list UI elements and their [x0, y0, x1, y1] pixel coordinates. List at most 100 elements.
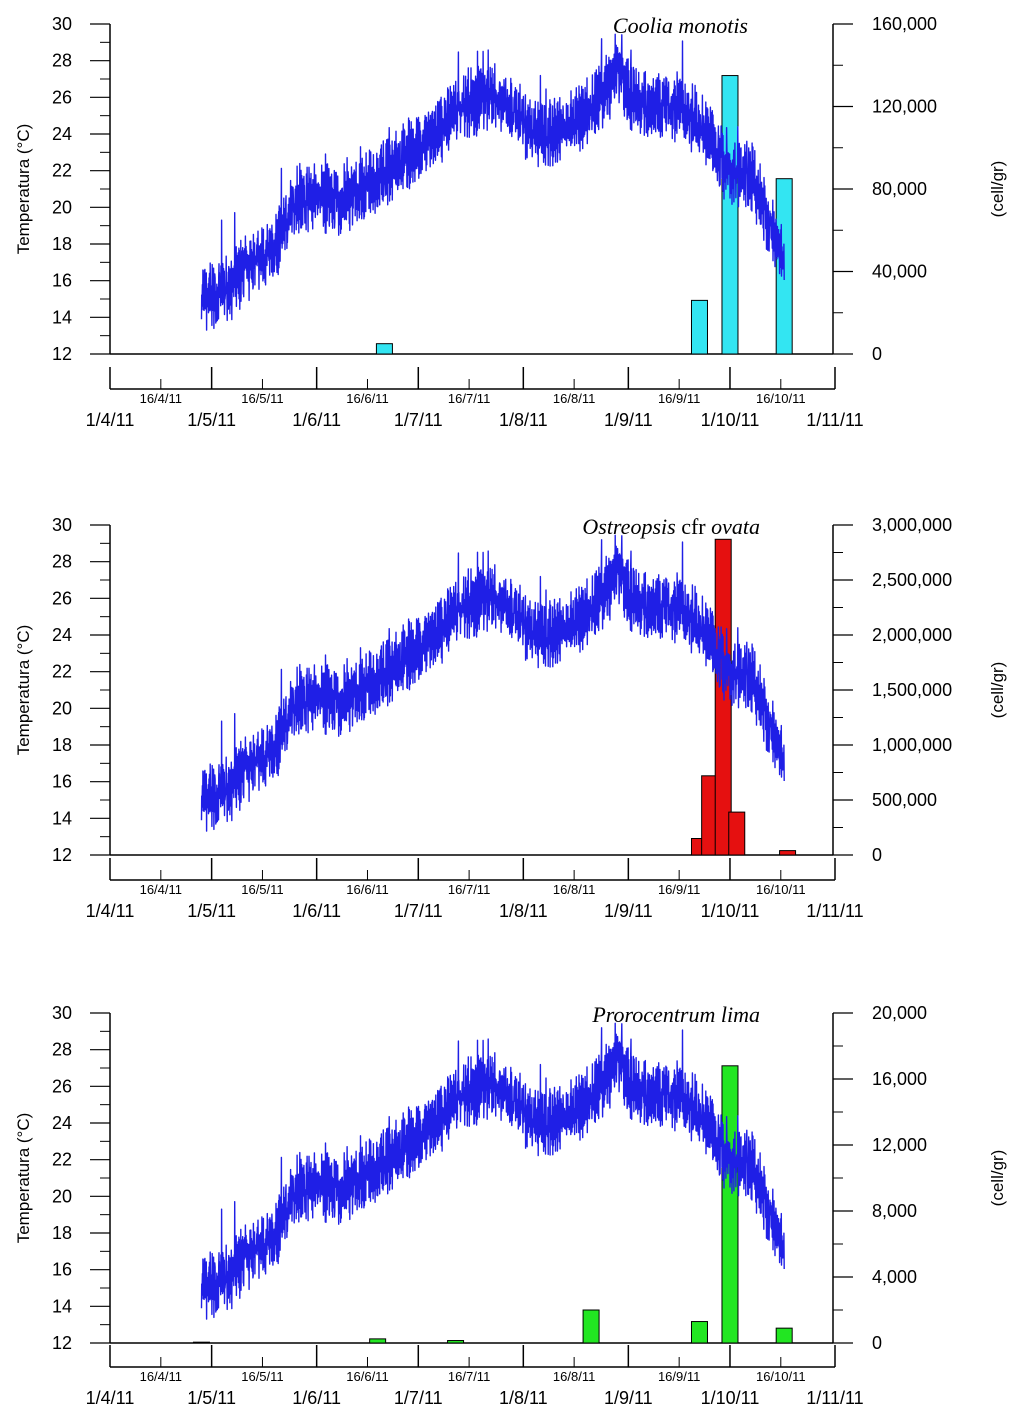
- cell-count-bar: [369, 1338, 387, 1344]
- date-major-label: 1/4/11: [86, 901, 135, 921]
- right-tick-label: 20,000: [872, 1003, 927, 1023]
- right-axis-title: (cell/gr): [988, 1150, 1007, 1207]
- left-tick-label: 26: [52, 588, 72, 608]
- left-tick-label: 12: [52, 344, 72, 364]
- date-major-label: 1/11/11: [806, 1388, 863, 1408]
- species-title-part: Prorocentrum lima: [591, 1002, 760, 1027]
- right-tick-label: 0: [872, 845, 882, 865]
- left-tick-label: 22: [52, 161, 72, 181]
- chart-panel-1: 12 14 16 18 20 22 24 26 28 30 Temperatura (°C) 0 40,…: [14, 13, 1007, 430]
- left-tick-label: 30: [52, 14, 72, 34]
- right-tick-label: 500,000: [872, 790, 937, 810]
- date-major-label: 1/9/11: [604, 901, 653, 921]
- date-minor-label: 16/10/11: [756, 882, 806, 897]
- left-tick-label: 24: [52, 1113, 72, 1133]
- right-tick-label: 4,000: [872, 1267, 917, 1287]
- date-minor-label: 16/10/11: [756, 391, 806, 406]
- species-title: Prorocentrum lima: [591, 1002, 760, 1027]
- temperature-line: [200, 534, 785, 832]
- right-tick-label: 1,500,000: [872, 680, 952, 700]
- left-tick-label: 20: [52, 698, 72, 718]
- date-minor-label: 16/8/11: [553, 882, 595, 897]
- temperature-line: [200, 1022, 785, 1320]
- cell-count-bar: [714, 538, 732, 856]
- date-major-label: 1/6/11: [292, 901, 341, 921]
- left-tick-label: 12: [52, 1333, 72, 1353]
- left-tick-label: 16: [52, 772, 72, 792]
- right-tick-label: 40,000: [872, 262, 927, 282]
- left-tick-label: 28: [52, 1040, 72, 1060]
- cell-count-bar: [690, 299, 708, 355]
- date-minor-label: 16/7/11: [448, 391, 490, 406]
- date-minor-label: 16/5/11: [241, 391, 283, 406]
- right-tick-label: 2,000,000: [872, 625, 952, 645]
- left-tick-label: 18: [52, 234, 72, 254]
- cell-count-bar: [690, 1321, 708, 1344]
- date-major-label: 1/11/11: [806, 410, 863, 430]
- date-major-label: 1/9/11: [604, 1388, 653, 1408]
- left-axis-title: Temperatura (°C): [14, 124, 33, 255]
- left-tick-label: 22: [52, 1150, 72, 1170]
- date-minor-label: 16/6/11: [346, 882, 388, 897]
- date-minor-label: 16/8/11: [553, 391, 595, 406]
- right-tick-label: 1,000,000: [872, 735, 952, 755]
- right-tick-label: 0: [872, 344, 882, 364]
- left-tick-label: 18: [52, 1223, 72, 1243]
- date-major-label: 1/5/11: [187, 1388, 236, 1408]
- date-minor-label: 16/8/11: [553, 1369, 595, 1384]
- right-tick-label: 160,000: [872, 14, 937, 34]
- right-tick-label: 8,000: [872, 1201, 917, 1221]
- date-minor-label: 16/9/11: [658, 1369, 700, 1384]
- cell-count-bar: [779, 850, 797, 856]
- date-minor-label: 16/7/11: [448, 882, 490, 897]
- date-major-label: 1/4/11: [86, 410, 135, 430]
- species-title-part: Coolia monotis: [613, 13, 748, 38]
- left-tick-label: 20: [52, 1186, 72, 1206]
- cell-count-bar: [728, 811, 746, 856]
- right-tick-label: 16,000: [872, 1069, 927, 1089]
- cell-count-bar: [721, 1065, 739, 1344]
- date-minor-label: 16/6/11: [346, 391, 388, 406]
- left-axis-title: Temperatura (°C): [14, 625, 33, 756]
- date-major-label: 1/9/11: [604, 410, 653, 430]
- date-minor-label: 16/4/11: [140, 882, 182, 897]
- date-minor-label: 16/6/11: [346, 1369, 388, 1384]
- chart-panel-3: 12 14 16 18 20 22 24 26 28 30 Temperatura (°C) 0 4,0…: [14, 1002, 1007, 1408]
- chart-panel-2: 12 14 16 18 20 22 24 26 28 30 Temperatura (°C) 0 500…: [14, 514, 1007, 921]
- right-tick-label: 12,000: [872, 1135, 927, 1155]
- date-major-label: 1/8/11: [499, 901, 548, 921]
- date-minor-label: 16/10/11: [756, 1369, 806, 1384]
- date-major-label: 1/8/11: [499, 410, 548, 430]
- left-tick-label: 24: [52, 625, 72, 645]
- cell-count-bar: [775, 1327, 793, 1344]
- date-minor-label: 16/4/11: [140, 391, 182, 406]
- right-axis-title: (cell/gr): [988, 662, 1007, 719]
- date-major-label: 1/5/11: [187, 901, 236, 921]
- date-major-label: 1/10/11: [701, 901, 760, 921]
- left-tick-label: 24: [52, 124, 72, 144]
- right-tick-label: 2,500,000: [872, 570, 952, 590]
- left-tick-label: 30: [52, 515, 72, 535]
- left-tick-label: 26: [52, 1076, 72, 1096]
- date-major-label: 1/10/11: [701, 1388, 760, 1408]
- date-major-label: 1/6/11: [292, 410, 341, 430]
- left-tick-label: 28: [52, 552, 72, 572]
- species-title-part: Ostreopsis: [582, 514, 675, 539]
- date-major-label: 1/4/11: [86, 1388, 135, 1408]
- cell-count-bar: [192, 1341, 210, 1344]
- right-tick-label: 120,000: [872, 97, 937, 117]
- date-minor-label: 16/5/11: [241, 1369, 283, 1384]
- left-tick-label: 30: [52, 1003, 72, 1023]
- right-axis-title: (cell/gr): [988, 161, 1007, 218]
- date-minor-label: 16/9/11: [658, 882, 700, 897]
- left-tick-label: 20: [52, 197, 72, 217]
- date-minor-label: 16/9/11: [658, 391, 700, 406]
- right-tick-label: 80,000: [872, 179, 927, 199]
- left-tick-label: 14: [52, 1296, 72, 1316]
- date-major-label: 1/6/11: [292, 1388, 341, 1408]
- left-axis-title: Temperatura (°C): [14, 1113, 33, 1244]
- cell-count-bar: [721, 75, 739, 355]
- left-tick-label: 26: [52, 87, 72, 107]
- date-minor-label: 16/5/11: [241, 882, 283, 897]
